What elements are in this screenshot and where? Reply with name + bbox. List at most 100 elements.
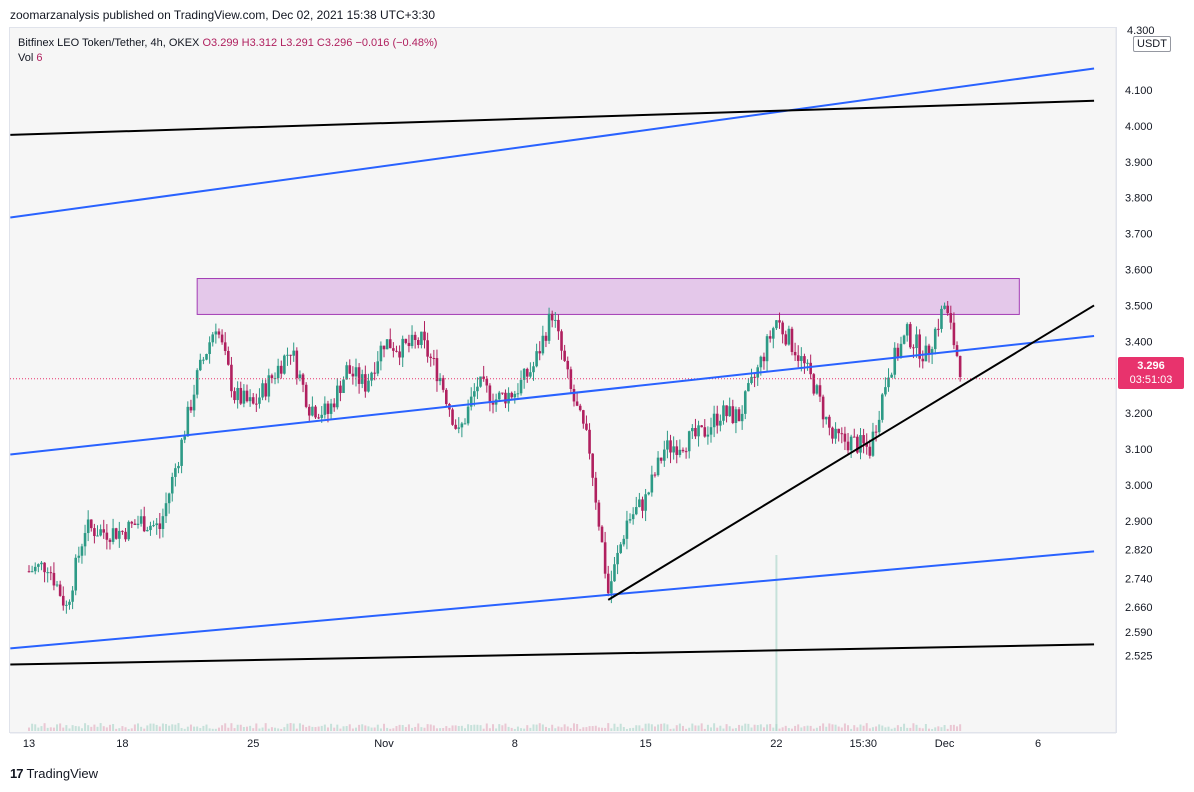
volume-bar	[411, 727, 414, 731]
volume-bar	[753, 724, 756, 731]
candle-body	[899, 343, 903, 358]
volume-bar	[694, 725, 697, 731]
volume-bar	[572, 723, 575, 731]
candle-body	[336, 385, 339, 408]
volume-bar	[333, 727, 336, 731]
volume-bar	[675, 725, 678, 731]
candle-body	[856, 436, 859, 453]
volume-bar	[180, 727, 183, 731]
volume-bar	[239, 724, 242, 731]
volume-bar	[884, 727, 887, 731]
candle-body	[139, 516, 143, 524]
volume-bar	[853, 725, 856, 731]
legend-symbol[interactable]: Bitfinex LEO Token/Tether, 4h, OKEX	[18, 37, 200, 49]
candle-body	[401, 338, 405, 358]
volume-bar	[672, 728, 675, 731]
volume-bar	[831, 724, 834, 731]
volume-bar	[756, 725, 759, 731]
candle-body	[65, 604, 68, 606]
volume-bar-spike	[775, 555, 778, 731]
candle-body	[712, 413, 716, 428]
candle-body	[943, 305, 946, 309]
header-bar: zoomarzanalysis published on TradingView…	[0, 0, 1194, 28]
volume-bar	[354, 727, 357, 731]
candle-body	[694, 427, 697, 437]
volume-bar	[351, 728, 354, 731]
candle-body	[909, 324, 912, 348]
tradingview-brand: TradingView	[26, 766, 99, 781]
candle-body	[516, 393, 520, 395]
volume-bar	[345, 726, 348, 731]
candle-body	[186, 406, 190, 437]
volume-bar	[168, 725, 171, 731]
volume-bar	[619, 723, 622, 731]
volume-bar	[772, 727, 775, 731]
candle-body	[613, 564, 616, 582]
chart-pane[interactable]	[9, 27, 1117, 733]
volume-bar	[946, 728, 949, 731]
candle-body	[644, 494, 647, 511]
legend-volume-row: Vol 6	[18, 51, 437, 66]
volume-bar	[641, 728, 644, 731]
candle-body	[678, 449, 682, 455]
volume-bar	[495, 728, 498, 731]
candle-body	[507, 392, 510, 404]
volume-bar	[504, 723, 507, 731]
y-tick-label: 3.400	[1125, 336, 1153, 348]
candle-body	[382, 345, 386, 350]
candle-body	[208, 342, 211, 354]
candle-body	[578, 405, 582, 411]
candle-body	[725, 405, 728, 417]
volume-bar	[305, 727, 308, 731]
volume-bar	[492, 724, 495, 731]
volume-bar	[155, 724, 158, 731]
volume-bar	[713, 723, 716, 731]
volume-bar	[361, 724, 364, 731]
candle-body	[33, 566, 37, 572]
candle-body	[859, 435, 862, 453]
candle-body	[796, 355, 800, 361]
volume-bar	[766, 724, 769, 731]
candle-body	[438, 377, 442, 382]
volume-bar	[74, 726, 77, 731]
y-tick-label: 3.000	[1125, 480, 1153, 492]
candle-body	[311, 406, 314, 416]
volume-bar	[507, 726, 510, 731]
volume-bar	[921, 728, 924, 731]
volume-bar	[582, 727, 585, 731]
volume-bar	[435, 728, 438, 731]
legend-vol-label[interactable]: Vol	[18, 52, 34, 64]
candle-body	[560, 331, 563, 351]
candle-body	[146, 530, 149, 532]
candle-body	[426, 340, 429, 357]
candle-body	[684, 451, 688, 453]
candle-body	[588, 429, 591, 454]
volume-bar	[719, 725, 722, 731]
volume-bar	[224, 723, 227, 731]
volume-bar	[501, 725, 504, 731]
candle-body	[205, 353, 208, 360]
candle-body	[843, 433, 847, 442]
candle-body	[582, 410, 585, 424]
candle-body	[357, 367, 361, 384]
volume-bar	[563, 724, 566, 731]
candle-body	[634, 507, 638, 515]
candle-body	[314, 406, 317, 418]
currency-label[interactable]: USDT	[1133, 36, 1171, 52]
blue-trendline-3	[10, 550, 1095, 650]
volume-bar	[115, 728, 118, 731]
volume-bar	[124, 727, 127, 731]
candle-body	[183, 436, 187, 440]
candle-body	[930, 349, 934, 355]
tradingview-footer[interactable]: 17 TradingView	[10, 766, 98, 781]
volume-bar	[202, 725, 205, 731]
volume-bar	[579, 728, 582, 731]
x-tick-label: 18	[116, 738, 128, 750]
volume-bar	[426, 724, 429, 731]
volume-bar	[554, 728, 557, 731]
candle-body	[96, 535, 99, 537]
candle-body	[504, 392, 507, 404]
volume-bar	[899, 726, 902, 731]
volume-bar	[688, 727, 691, 731]
